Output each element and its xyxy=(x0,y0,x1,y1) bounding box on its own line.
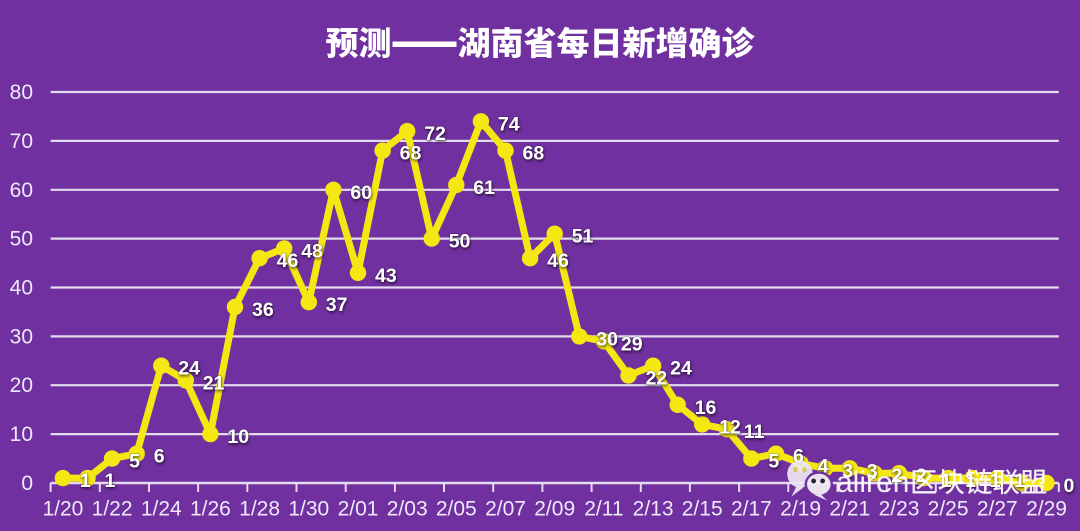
svg-text:2/23: 2/23 xyxy=(879,498,920,521)
svg-text:21: 21 xyxy=(203,372,225,394)
svg-text:74: 74 xyxy=(498,113,520,135)
svg-text:2/05: 2/05 xyxy=(436,498,477,521)
svg-text:3: 3 xyxy=(842,460,853,482)
svg-text:2/25: 2/25 xyxy=(928,498,969,521)
svg-text:2/17: 2/17 xyxy=(731,498,772,521)
svg-text:aliren: aliren xyxy=(836,466,909,499)
svg-text:2/01: 2/01 xyxy=(338,498,379,521)
svg-text:12: 12 xyxy=(719,416,741,438)
svg-text:2/15: 2/15 xyxy=(682,498,723,521)
svg-text:24: 24 xyxy=(178,358,200,380)
svg-text:1/30: 1/30 xyxy=(288,498,329,521)
svg-text:5: 5 xyxy=(129,451,140,473)
svg-text:70: 70 xyxy=(10,130,33,153)
svg-text:80: 80 xyxy=(10,81,33,104)
svg-text:10: 10 xyxy=(10,423,33,446)
svg-text:3: 3 xyxy=(867,460,878,482)
svg-text:50: 50 xyxy=(10,228,33,251)
svg-text:2/29: 2/29 xyxy=(1026,498,1067,521)
svg-text:48: 48 xyxy=(301,240,323,262)
svg-text:36: 36 xyxy=(252,299,274,321)
svg-text:5: 5 xyxy=(768,451,779,473)
svg-text:46: 46 xyxy=(547,250,569,272)
svg-text:0: 0 xyxy=(21,472,33,495)
svg-text:1/22: 1/22 xyxy=(92,498,133,521)
svg-text:68: 68 xyxy=(400,143,422,165)
svg-text:1/28: 1/28 xyxy=(239,498,280,521)
svg-text:72: 72 xyxy=(424,123,446,145)
svg-text:2/27: 2/27 xyxy=(977,498,1018,521)
svg-text:20: 20 xyxy=(10,374,33,397)
svg-text:60: 60 xyxy=(10,179,33,202)
svg-text:1/26: 1/26 xyxy=(190,498,231,521)
svg-text:2: 2 xyxy=(891,465,902,487)
svg-text:1/20: 1/20 xyxy=(42,498,83,521)
svg-text:1/24: 1/24 xyxy=(141,498,182,521)
svg-text:0: 0 xyxy=(1064,475,1075,497)
svg-text:50: 50 xyxy=(449,231,471,253)
svg-text:51: 51 xyxy=(572,226,594,248)
svg-text:24: 24 xyxy=(670,358,692,380)
svg-text:1: 1 xyxy=(105,470,116,492)
svg-text:40: 40 xyxy=(10,277,33,300)
svg-text:61: 61 xyxy=(473,177,495,199)
svg-text:2/21: 2/21 xyxy=(829,498,870,521)
svg-text:37: 37 xyxy=(326,294,348,316)
svg-text:46: 46 xyxy=(277,250,299,272)
svg-text:60: 60 xyxy=(350,182,372,204)
svg-text:11: 11 xyxy=(744,421,765,443)
svg-text:68: 68 xyxy=(523,143,545,165)
svg-text:10: 10 xyxy=(227,426,249,448)
svg-text:2/09: 2/09 xyxy=(534,498,575,521)
svg-text:2/13: 2/13 xyxy=(633,498,674,521)
svg-text:29: 29 xyxy=(621,333,643,355)
svg-text:30: 30 xyxy=(10,325,33,348)
svg-text:16: 16 xyxy=(695,397,717,419)
svg-text:1: 1 xyxy=(80,470,91,492)
svg-text:2/07: 2/07 xyxy=(485,498,526,521)
svg-text:2/11: 2/11 xyxy=(584,498,623,521)
svg-text:43: 43 xyxy=(375,265,397,287)
svg-text:30: 30 xyxy=(596,328,618,350)
svg-text:2/19: 2/19 xyxy=(780,498,821,521)
svg-text:2/03: 2/03 xyxy=(387,498,428,521)
svg-text:22: 22 xyxy=(646,368,668,390)
svg-text:6: 6 xyxy=(154,446,165,468)
